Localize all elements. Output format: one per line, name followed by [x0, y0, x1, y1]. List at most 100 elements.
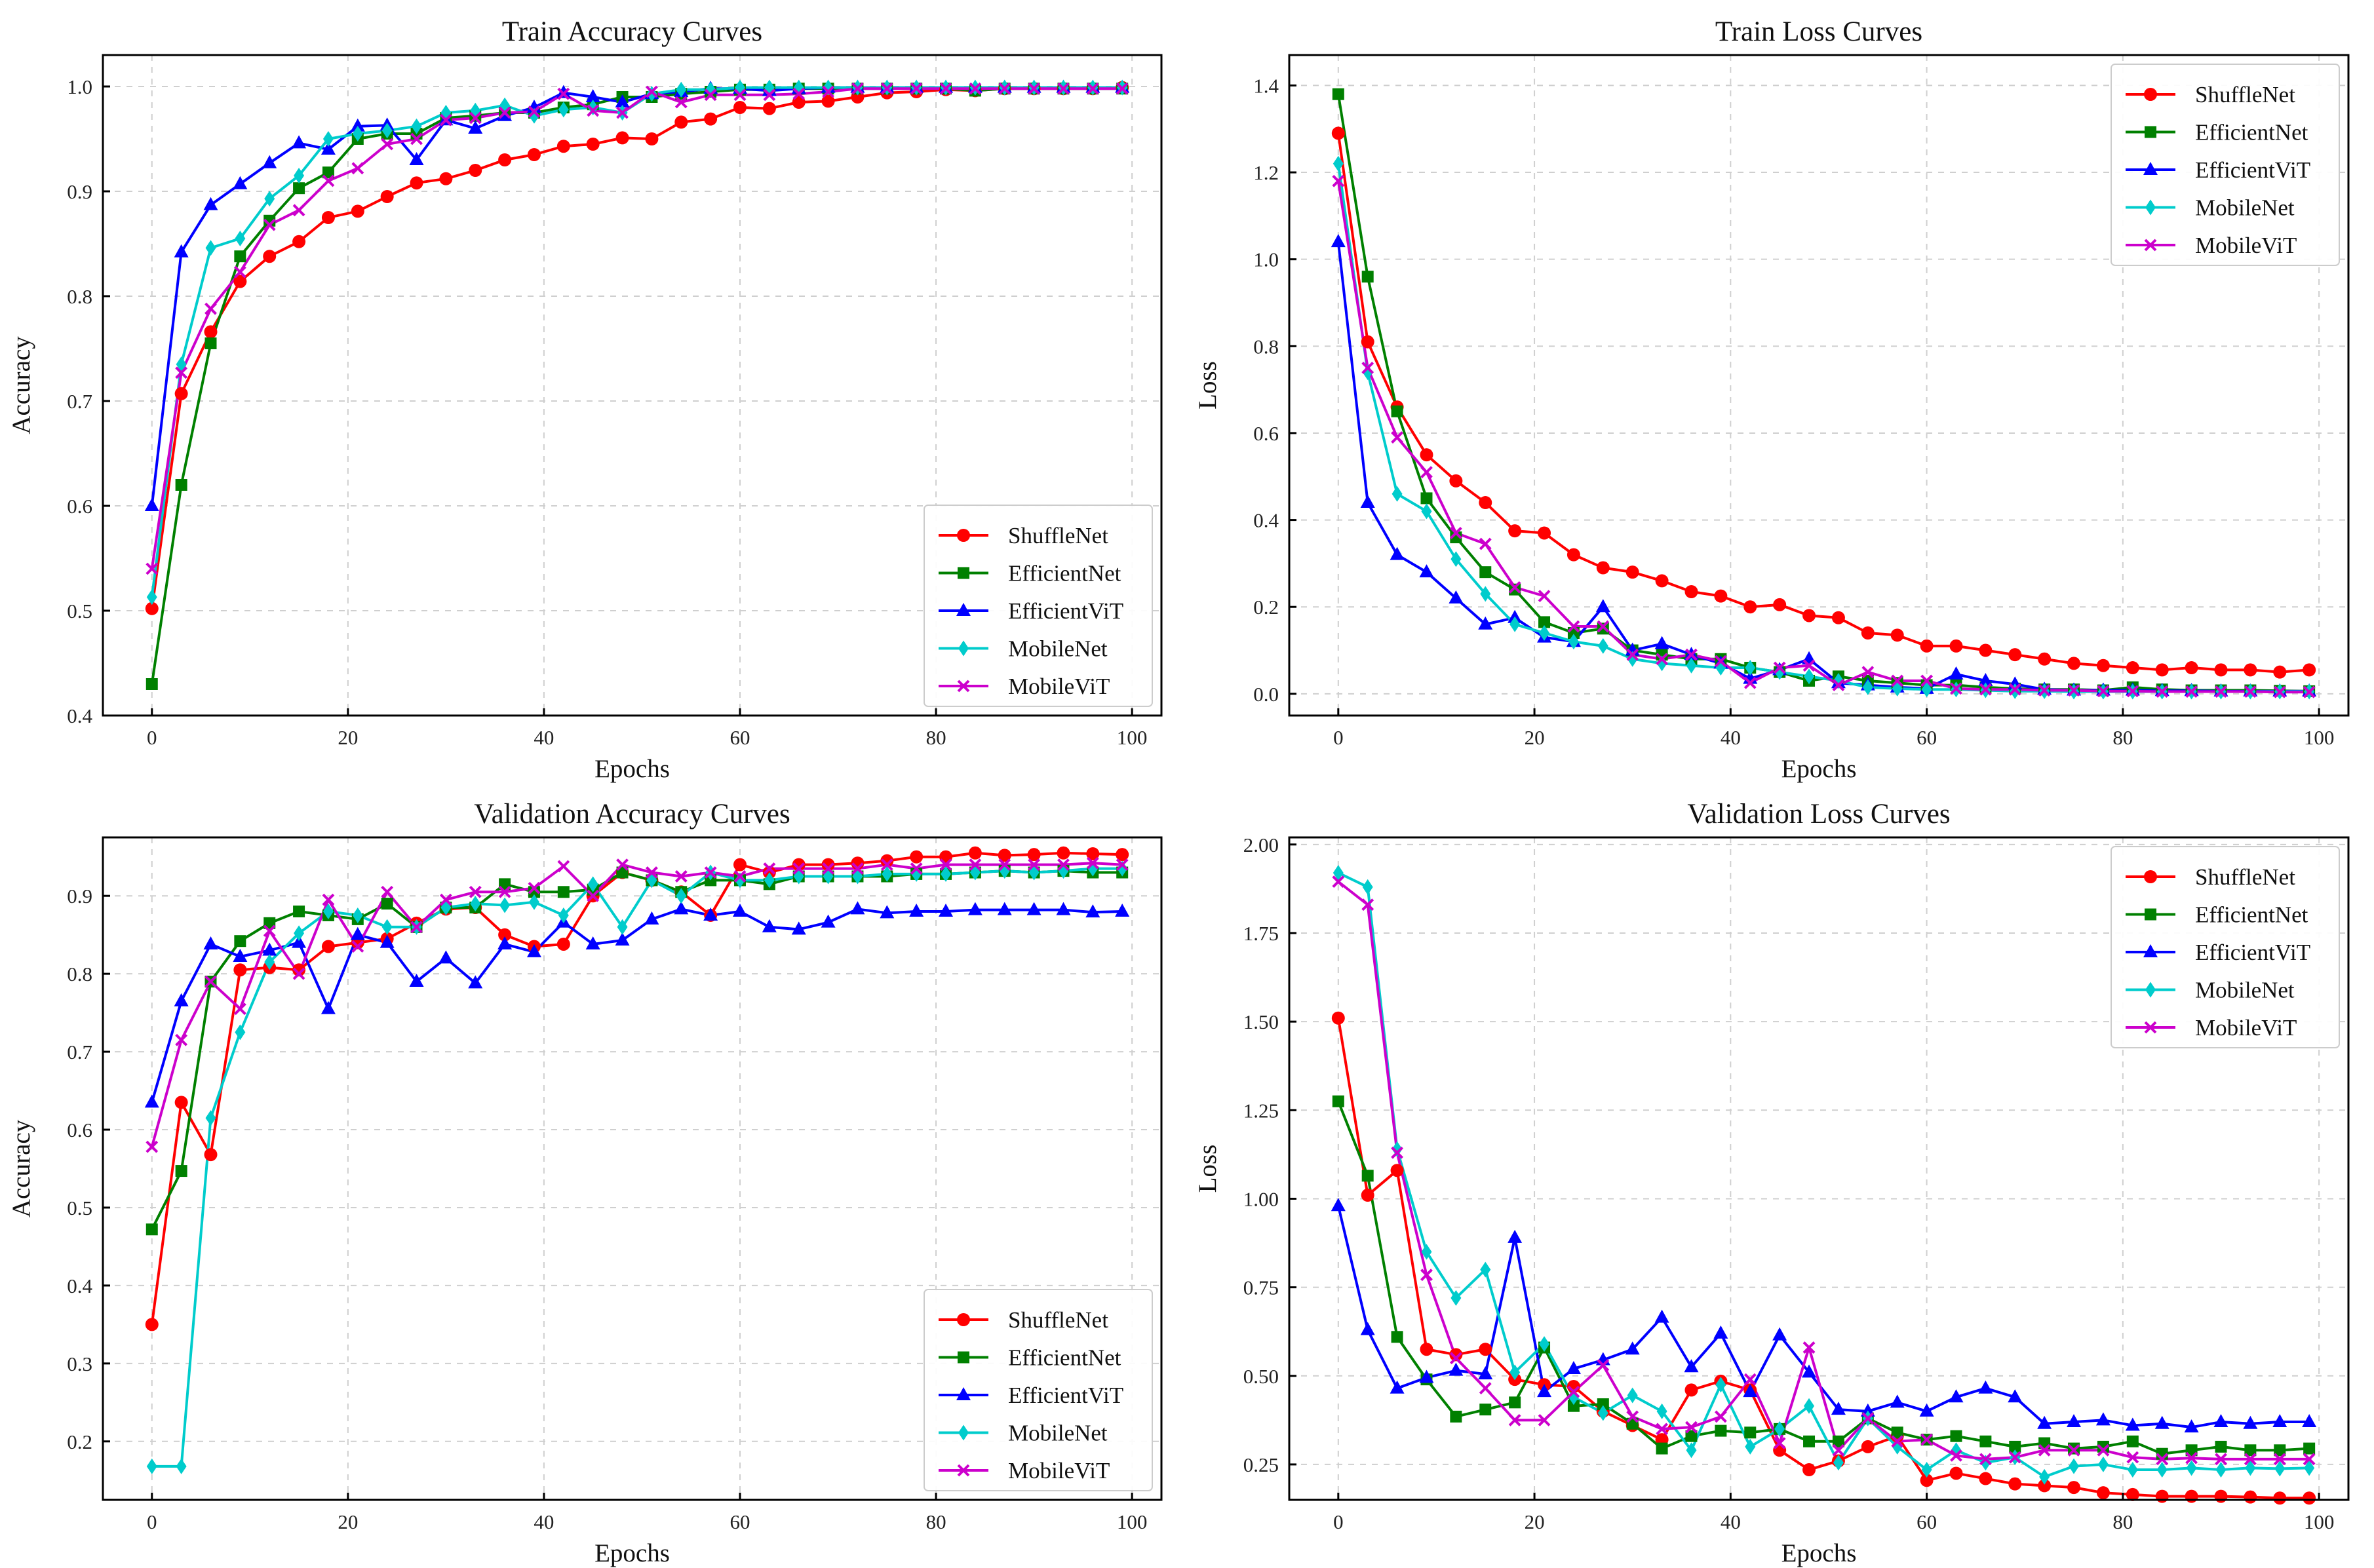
y-tick-label: 0.6 — [67, 1119, 92, 1141]
data-point-mobilevit — [2067, 684, 2080, 697]
data-point-shufflenet — [968, 846, 982, 860]
data-point-shufflenet — [556, 937, 570, 951]
data-point-mobilevit — [1420, 1269, 1433, 1282]
data-point-efficientnet — [1332, 88, 1344, 100]
data-point-shufflenet — [292, 235, 306, 248]
data-point-mobilevit — [2008, 683, 2021, 696]
data-point-mobilevit — [1597, 1359, 1610, 1371]
data-point-mobilenet — [2069, 1458, 2080, 1474]
data-point-shufflenet — [1773, 598, 1787, 611]
data-point-shufflenet — [2303, 663, 2316, 677]
data-point-mobilevit — [146, 562, 159, 575]
data-point-efficientvit — [2243, 1415, 2258, 1429]
data-point-mobilevit — [1479, 1382, 1492, 1395]
data-point-mobilenet — [1362, 879, 1373, 895]
data-point-efficientvit — [615, 932, 630, 946]
data-point-efficientnet — [381, 898, 393, 910]
data-point-shufflenet — [2273, 1491, 2287, 1505]
data-point-efficientnet — [616, 866, 629, 879]
data-point-shufflenet — [1625, 565, 1639, 579]
data-point-mobilenet — [941, 866, 952, 882]
legend-label: MobileViT — [2195, 233, 2297, 258]
data-point-mobilevit — [557, 87, 570, 100]
data-point-efficientvit — [1360, 1322, 1375, 1335]
data-point-efficientvit — [1478, 616, 1493, 630]
data-point-mobilevit — [1567, 620, 1580, 633]
data-point-mobilevit — [2215, 685, 2227, 698]
data-point-shufflenet — [998, 849, 1011, 862]
legend-label: EfficientViT — [1008, 598, 1123, 624]
data-point-efficientvit — [144, 1094, 159, 1108]
data-point-efficientvit — [1115, 903, 1130, 917]
data-point-efficientvit — [350, 118, 365, 132]
y-tick-label: 0.5 — [67, 1196, 92, 1219]
data-point-mobilevit — [2185, 685, 2198, 698]
data-point-mobilenet — [381, 919, 393, 935]
data-point-mobilevit — [381, 885, 394, 898]
data-point-shufflenet — [645, 132, 659, 145]
data-point-mobilevit — [204, 975, 217, 988]
data-point-shufflenet — [1773, 1444, 1787, 1457]
data-point-efficientvit — [203, 197, 218, 210]
data-point-mobilevit — [528, 881, 541, 894]
data-point-mobilevit — [1597, 620, 1610, 633]
legend-label: ShuffleNet — [1008, 1307, 1108, 1333]
data-point-shufflenet — [1027, 848, 1041, 862]
data-point-mobilevit — [292, 967, 305, 980]
data-point-efficientvit — [762, 919, 777, 932]
y-tick-label: 0.25 — [1243, 1453, 1279, 1476]
data-point-efficientvit — [174, 244, 189, 258]
data-point-mobilevit — [1538, 1413, 1551, 1426]
data-point-efficientnet — [1656, 1442, 1668, 1455]
legend-marker — [2143, 944, 2158, 957]
legend-marker — [2144, 88, 2157, 101]
data-point-shufflenet — [1420, 1343, 1433, 1356]
data-point-mobilenet — [352, 126, 363, 142]
series-line-shufflenet — [150, 851, 1123, 1325]
data-point-mobilevit — [1861, 666, 1875, 679]
data-point-efficientnet — [1361, 1170, 1374, 1182]
data-point-shufflenet — [145, 602, 159, 615]
data-point-shufflenet — [2155, 663, 2169, 677]
data-point-mobilenet — [2097, 1456, 2109, 1472]
data-point-mobilevit — [1891, 1435, 1904, 1448]
data-point-efficientvit — [174, 993, 189, 1006]
chart-title: Train Accuracy Curves — [502, 16, 762, 47]
data-point-efficientvit — [880, 905, 895, 919]
chart-train-loss: 0 20 40 60 80 100 0.0 0.2 0.4 0.6 0.8 1.0 1.2 1.4 Trai… — [1187, 0, 2374, 784]
x-tick-label: 60 — [1917, 1510, 1937, 1533]
data-point-efficientvit — [262, 942, 277, 956]
data-point-mobilenet — [1568, 634, 1579, 650]
data-point-mobilevit — [1773, 1437, 1786, 1449]
y-tick-label: 1.00 — [1243, 1187, 1279, 1210]
data-point-shufflenet — [2008, 1477, 2022, 1491]
data-point-shufflenet — [910, 850, 924, 864]
data-point-shufflenet — [380, 190, 394, 203]
data-point-efficientvit — [615, 94, 630, 107]
data-point-mobilenet — [764, 872, 775, 889]
data-point-mobilenet — [1421, 503, 1432, 520]
data-point-shufflenet — [1714, 589, 1728, 603]
data-point-efficientvit — [2184, 1419, 2199, 1433]
data-point-mobilenet — [294, 925, 305, 942]
data-point-mobilevit — [998, 858, 1011, 871]
data-point-efficientvit — [821, 914, 836, 928]
data-point-mobilevit — [1538, 590, 1551, 603]
data-point-mobilevit — [439, 113, 452, 126]
data-point-mobilenet — [2304, 1460, 2315, 1476]
data-point-efficientvit — [1978, 1380, 1993, 1394]
data-point-efficientnet — [1420, 492, 1433, 505]
data-point-mobilevit — [1057, 82, 1070, 95]
data-point-mobilenet — [322, 903, 334, 919]
y-tick-label: 0.4 — [67, 1274, 92, 1297]
data-point-efficientvit — [497, 936, 513, 949]
data-point-shufflenet — [2038, 1479, 2052, 1493]
data-point-mobilevit — [204, 302, 217, 315]
data-point-mobilevit — [1057, 858, 1070, 871]
data-point-mobilevit — [1685, 648, 1698, 661]
data-point-mobilenet — [235, 231, 246, 246]
x-tick-label: 0 — [1333, 726, 1344, 749]
series-line-shufflenet — [1336, 133, 2310, 674]
data-point-shufflenet — [1684, 1383, 1698, 1397]
data-point-mobilenet — [587, 876, 598, 892]
